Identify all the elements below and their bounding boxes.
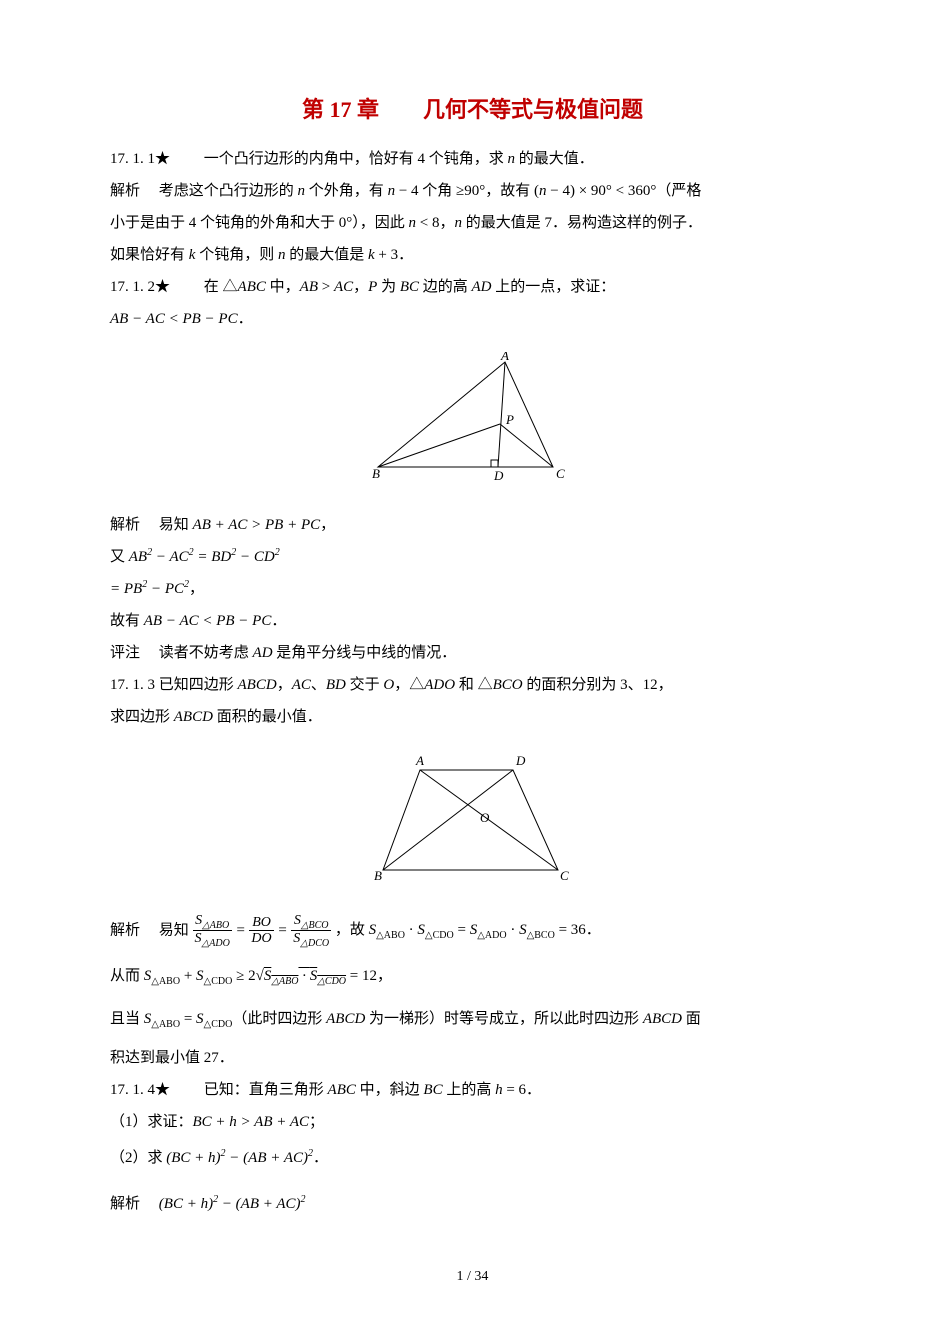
svg-text:D: D xyxy=(515,753,526,768)
solution-1-label: 解析 xyxy=(110,183,140,199)
solution-4: 解析 (BC + h)2 − (AB + AC)2 xyxy=(110,1189,835,1219)
solution-2-label: 解析 xyxy=(110,517,140,533)
problem-4-text: 已知：直角三角形 ABC 中，斜边 BC 上的高 h = 6． xyxy=(204,1082,541,1098)
problem-4: 17. 1. 4★ 已知：直角三角形 ABC 中，斜边 BC 上的高 h = 6… xyxy=(110,1075,835,1105)
diagram-triangle-abc: A B C D P xyxy=(110,352,835,492)
problem-4-q1: （1）求证：BC + h > AB + AC； xyxy=(110,1107,835,1137)
page-number: 1 / 34 xyxy=(0,1264,945,1289)
problem-3-cont: 求四边形 ABCD 面积的最小值． xyxy=(110,702,835,732)
frac-2: BO DO xyxy=(249,915,273,947)
solution-3-label: 解析 xyxy=(110,922,140,938)
problem-3: 17. 1. 3 已知四边形 ABCD，AC、BD 交于 O，△ADO 和 △B… xyxy=(110,670,835,700)
solution-3-known: 易知 xyxy=(159,922,189,938)
solution-3: 解析 易知 S△ABO S△ADO = BO DO = S△BCO S△DCO … xyxy=(110,913,835,950)
note-2-label: 评注 xyxy=(110,645,140,661)
svg-text:B: B xyxy=(372,466,380,481)
solution-1-text1: 考虑这个凸行边形的 n 个外角，有 n − 4 个角 ≥90°，故有 (n − … xyxy=(159,183,702,199)
solution-3-line4: 积达到最小值 27． xyxy=(110,1043,835,1073)
chapter-title: 第 17 章 几何不等式与极值问题 xyxy=(110,90,835,130)
solution-2-line3: = PB2 − PC2， xyxy=(110,574,835,604)
problem-1-text: 一个凸行边形的内角中，恰好有 4 个钝角，求 n 的最大值． xyxy=(204,151,594,167)
svg-text:D: D xyxy=(493,468,504,482)
solution-2-line2: 又 AB2 − AC2 = BD2 − CD2 xyxy=(110,542,835,572)
diagram-quad-abcd: A D B C O xyxy=(110,750,835,895)
note-2-text: 读者不妨考虑 AD 是角平分线与中线的情况． xyxy=(159,645,457,661)
svg-text:C: C xyxy=(560,868,569,883)
problem-3-label: 17. 1. 3 xyxy=(110,677,155,693)
problem-3-text1: 已知四边形 ABCD，AC、BD 交于 O，△ADO 和 △BCO 的面积分别为… xyxy=(159,677,673,693)
solution-2-line1: 易知 AB + AC > PB + PC， xyxy=(159,517,335,533)
frac-1: S△ABO S△ADO xyxy=(193,913,232,950)
solution-1: 解析 考虑这个凸行边形的 n 个外角，有 n − 4 个角 ≥90°，故有 (n… xyxy=(110,176,835,206)
problem-2-text1: 在 △ABC 中，AB > AC，P 为 BC 边的高 AD 上的一点，求证： xyxy=(204,279,616,295)
problem-2: 17. 1. 2★ 在 △ABC 中，AB > AC，P 为 BC 边的高 AD… xyxy=(110,272,835,302)
solution-3-line2: 从而 S△ABO + S△CDO ≥ 2√S△ABO · S△CDO = 12， xyxy=(110,961,835,992)
svg-text:O: O xyxy=(480,810,490,825)
solution-4-label: 解析 xyxy=(110,1196,140,1212)
svg-text:P: P xyxy=(505,412,514,427)
frac-3: S△BCO S△DCO xyxy=(291,913,331,950)
problem-4-q2: （2）求 (BC + h)2 − (AB + AC)2． xyxy=(110,1143,835,1173)
svg-text:C: C xyxy=(556,466,565,481)
solution-2: 解析 易知 AB + AC > PB + PC， xyxy=(110,510,835,540)
svg-text:A: A xyxy=(415,753,424,768)
solution-3-after1: ，故 S△ABO · S△CDO = S△ADO · S△BCO = 36． xyxy=(335,922,601,938)
problem-1: 17. 1. 1★ 一个凸行边形的内角中，恰好有 4 个钝角，求 n 的最大值． xyxy=(110,144,835,174)
svg-text:A: A xyxy=(500,352,509,363)
problem-4-label: 17. 1. 4★ xyxy=(110,1082,170,1098)
solution-1-cont: 小于是由于 4 个钝角的外角和大于 0°），因此 n < 8，n 的最大值是 7… xyxy=(110,208,835,238)
problem-1-label: 17. 1. 1★ xyxy=(110,151,170,167)
problem-2-formula: AB − AC < PB − PC． xyxy=(110,304,835,334)
note-2: 评注 读者不妨考虑 AD 是角平分线与中线的情况． xyxy=(110,638,835,668)
solution-1-cont2: 如果恰好有 k 个钝角，则 n 的最大值是 k + 3． xyxy=(110,240,835,270)
solution-2-line4: 故有 AB − AC < PB − PC． xyxy=(110,606,835,636)
problem-2-label: 17. 1. 2★ xyxy=(110,279,170,295)
svg-text:B: B xyxy=(374,868,382,883)
solution-3-line3: 且当 S△ABO = S△CDO（此时四边形 ABCD 为一梯形）时等号成立，所… xyxy=(110,1004,835,1035)
